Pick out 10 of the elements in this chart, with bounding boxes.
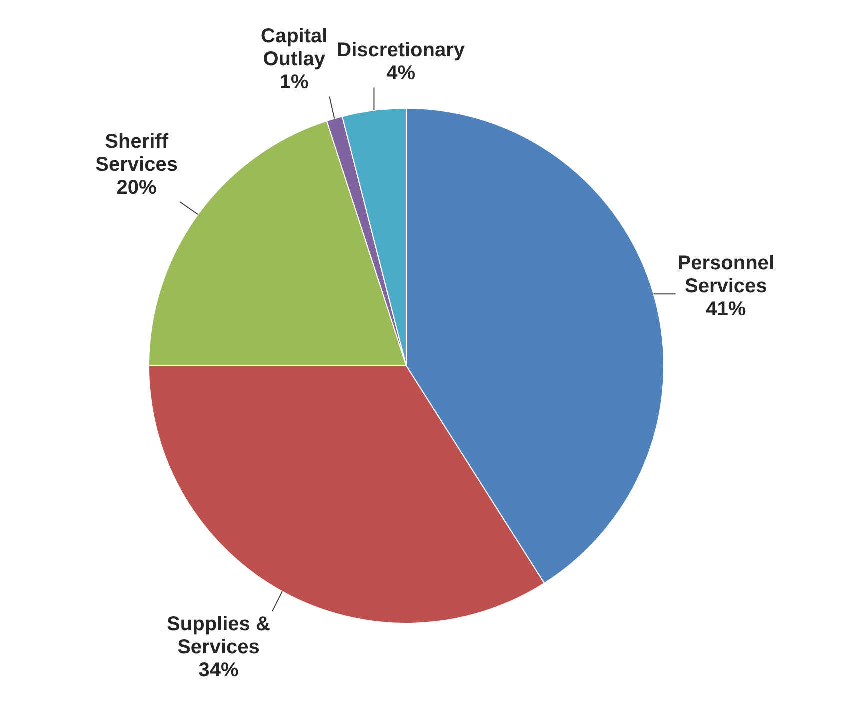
slice-label: Sheriff Services xyxy=(96,130,178,176)
slice-label: Personnel Services xyxy=(678,252,774,298)
slice-label: Capital Outlay xyxy=(261,26,328,71)
slice-label: Supplies & Services xyxy=(167,614,270,659)
data-label: 20% xyxy=(116,176,158,199)
data-label: 4% xyxy=(386,62,416,85)
data-label: 1% xyxy=(280,72,310,94)
slice-label: Discretionary xyxy=(337,40,466,62)
data-label: 34% xyxy=(198,660,239,682)
data-label: 41% xyxy=(706,298,746,321)
